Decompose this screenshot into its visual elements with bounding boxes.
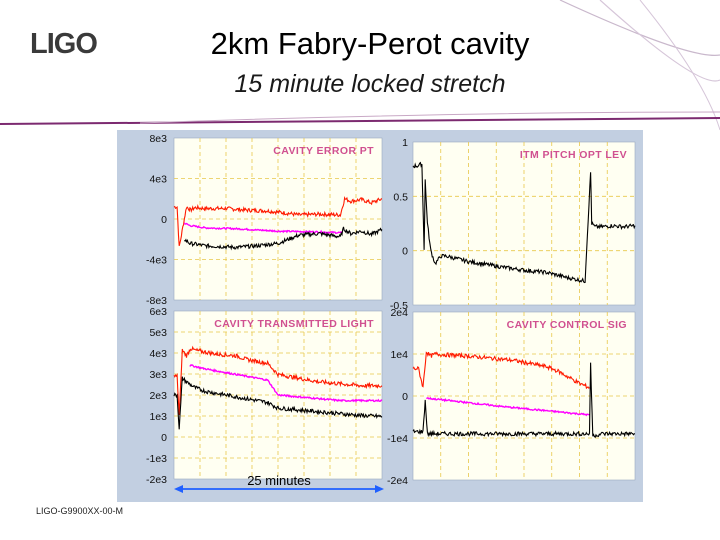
chart-figure: 8e3 4e3 0 -4e3 -8e3 CAVITY ERROR PT 1 0.5 0 -0.5 I… xyxy=(117,130,643,502)
page-subtitle: 15 minute locked stretch xyxy=(234,70,506,98)
series-line-magenta xyxy=(426,396,590,417)
y-tick-label: 1 xyxy=(402,137,408,149)
y-tick-label: 2e3 xyxy=(149,390,167,402)
y-tick-label: 2e4 xyxy=(390,307,408,319)
y-tick-label: -2e4 xyxy=(387,475,408,487)
chart-panel-3: 6e3 5e3 4e3 3e3 2e3 1e3 0 -1e3 -2e3 CAVITY TRANSM… xyxy=(146,306,383,486)
series-line-black xyxy=(412,362,635,439)
series-line-red xyxy=(412,351,590,390)
y-tick-label: -4e3 xyxy=(146,255,167,267)
y-tick-label: 0 xyxy=(402,391,408,403)
panel-title: CAVITY CONTROL SIG xyxy=(507,319,627,331)
y-tick-label: 3e3 xyxy=(149,369,167,381)
y-tick-label: 0 xyxy=(161,432,167,444)
series-line-magenta xyxy=(189,363,383,404)
chart-panel-4: 2e4 1e4 0 -1e4 -2e4 CAVITY CONTROL SIG xyxy=(387,307,636,487)
page-title: 2km Fabry-Perot cavity xyxy=(210,26,530,61)
series-line-red xyxy=(173,195,382,247)
footer-doc-id: LIGO-G9900XX-00-M xyxy=(36,506,124,516)
y-tick-label: -2e3 xyxy=(146,474,167,486)
y-tick-label: 4e3 xyxy=(149,348,167,360)
y-tick-label: 4e3 xyxy=(149,174,167,186)
figure: 8e3 4e3 0 -4e3 -8e3 CAVITY ERROR PT 1 0.5 0 -0.5 I… xyxy=(117,130,643,502)
y-tick-label: 8e3 xyxy=(149,133,167,145)
arrow-head-left xyxy=(174,485,183,493)
arrow-head-right xyxy=(375,485,384,493)
duration-arrow: 25 minutes xyxy=(174,473,384,493)
series-line-black xyxy=(412,161,636,284)
ligo-logo: LIGO xyxy=(30,28,98,60)
y-tick-label: 5e3 xyxy=(149,327,167,339)
series-line-magenta xyxy=(183,222,343,235)
y-tick-label: 0 xyxy=(161,214,167,226)
chart-panel-2: 1 0.5 0 -0.5 ITM PITCH OPT LEV xyxy=(390,137,636,312)
y-tick-label: 0.5 xyxy=(393,191,408,203)
y-tick-label: -1e4 xyxy=(387,433,408,445)
panel-title: CAVITY ERROR PT xyxy=(273,145,374,157)
y-tick-label: 1e3 xyxy=(149,411,167,423)
series-line-black xyxy=(173,376,383,430)
y-tick-label: -1e3 xyxy=(146,453,167,465)
panel-title: ITM PITCH OPT LEV xyxy=(520,149,627,161)
series-line-red xyxy=(173,345,383,416)
y-tick-label: 6e3 xyxy=(149,306,167,318)
y-tick-label: 1e4 xyxy=(390,349,408,361)
y-tick-label: -8e3 xyxy=(146,295,167,307)
y-tick-label: 0 xyxy=(402,246,408,258)
y-tick-label: -0.5 xyxy=(390,300,408,312)
logo-text: LIGO xyxy=(30,28,97,60)
duration-label: 25 minutes xyxy=(247,473,311,488)
series-line-black xyxy=(183,226,383,251)
chart-panel-1: 8e3 4e3 0 -4e3 -8e3 CAVITY ERROR PT xyxy=(146,133,383,307)
panel-title: CAVITY TRANSMITTED LIGHT xyxy=(214,318,374,330)
